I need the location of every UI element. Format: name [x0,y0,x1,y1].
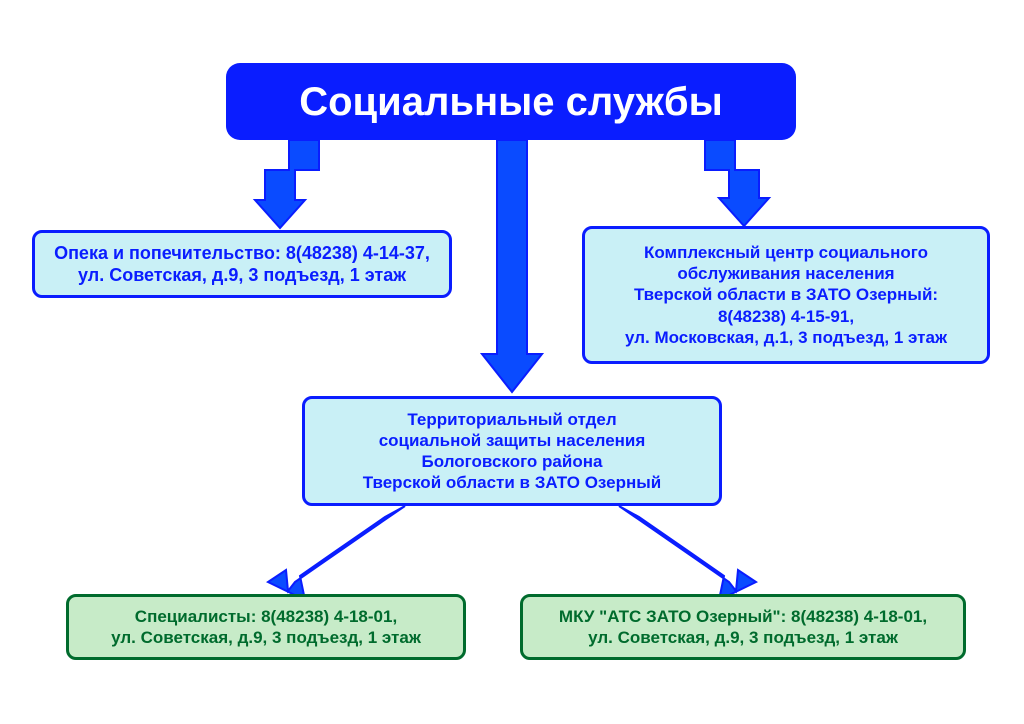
node-text-line: ул. Советская, д.9, 3 подъезд, 1 этаж [523,627,963,648]
node-text-line: Тверской области в ЗАТО Озерный [305,472,719,493]
node-text-line: Специалисты: 8(48238) 4-18-01, [69,606,463,627]
node-text-line: обслуживания населения [585,263,987,284]
node-territorial-dept: Территориальный отделсоциальной защиты н… [302,396,722,506]
node-text-line: социальной защиты населения [305,430,719,451]
node-specialists: Специалисты: 8(48238) 4-18-01,ул. Советс… [66,594,466,660]
node-text-line: 8(48238) 4-15-91, [585,306,987,327]
node-text-line: МКУ "АТС ЗАТО Озерный": 8(48238) 4-18-01… [523,606,963,627]
node-guardianship: Опека и попечительство: 8(48238) 4-14-37… [32,230,452,298]
node-text-line: Тверской области в ЗАТО Озерный: [585,284,987,305]
node-root: Социальные службы [226,63,796,140]
node-text-line: Бологовского района [305,451,719,472]
node-text-line: ул. Московская, д.1, 3 подъезд, 1 этаж [585,327,987,348]
node-text-line: ул. Советская, д.9, 3 подъезд, 1 этаж [35,264,449,287]
node-complex-center: Комплексный центр социальногообслуживани… [582,226,990,364]
node-text-line: Территориальный отдел [305,409,719,430]
node-text-line: ул. Советская, д.9, 3 подъезд, 1 этаж [69,627,463,648]
diagram-stage: Социальные службы Опека и попечительство… [0,0,1024,724]
node-text-line: Социальные службы [226,77,796,127]
node-text-line: Комплексный центр социального [585,242,987,263]
node-mku-ats: МКУ "АТС ЗАТО Озерный": 8(48238) 4-18-01… [520,594,966,660]
node-text-line: Опека и попечительство: 8(48238) 4-14-37… [35,242,449,265]
